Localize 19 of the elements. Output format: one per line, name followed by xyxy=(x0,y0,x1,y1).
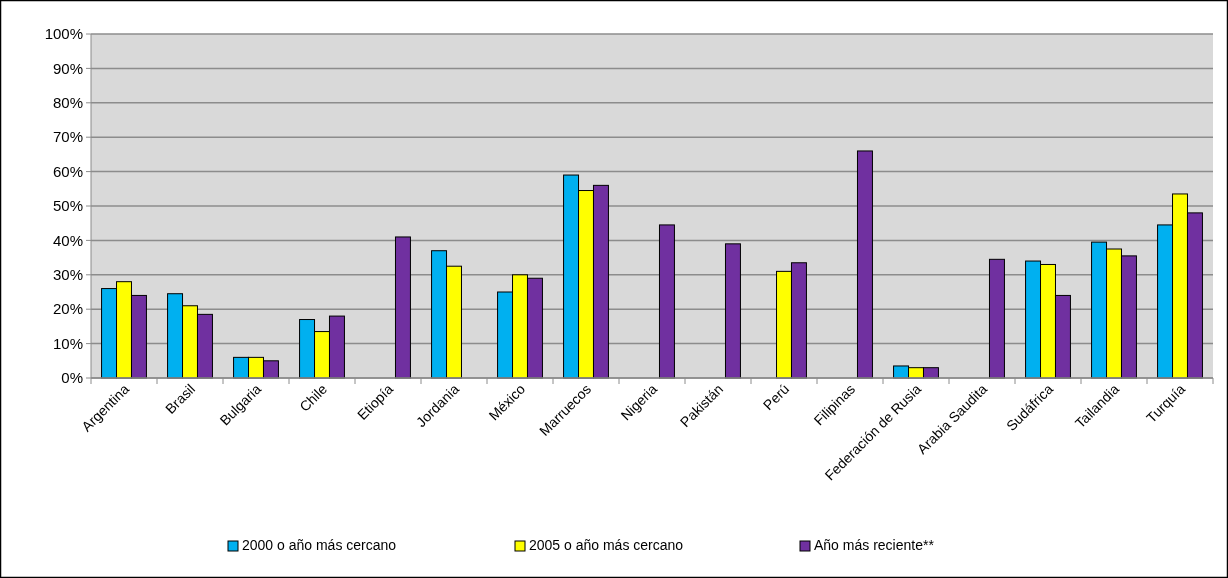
y-tick-label: 0% xyxy=(61,369,83,387)
y-tick-label: 30% xyxy=(52,266,83,284)
y-tick-label: 90% xyxy=(52,59,83,77)
bar xyxy=(856,150,873,379)
bar xyxy=(988,258,1005,379)
y-tick-label: 100% xyxy=(44,25,83,43)
bar xyxy=(724,243,741,379)
y-tick-label: 60% xyxy=(52,162,83,180)
y-tick-label: 70% xyxy=(52,128,83,146)
y-tick-label: 40% xyxy=(52,231,83,249)
legend-label: Año más reciente** xyxy=(814,537,935,554)
legend-label: 2000 o año más cercano xyxy=(242,537,397,554)
y-tick-label: 10% xyxy=(52,334,83,352)
y-tick-label: 80% xyxy=(52,94,83,112)
bar xyxy=(658,224,675,379)
y-tick-label: 50% xyxy=(52,197,83,215)
y-tick-label: 20% xyxy=(52,300,83,318)
legend-label: 2005 o año más cercano xyxy=(529,537,684,554)
bar xyxy=(394,236,411,379)
